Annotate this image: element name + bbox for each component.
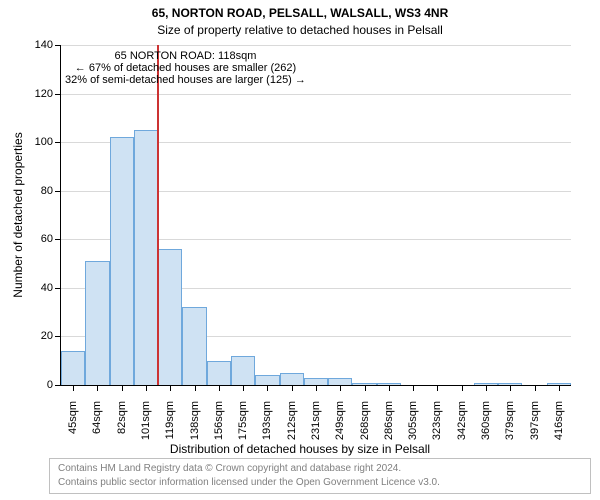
- chart-container: 65, NORTON ROAD, PELSALL, WALSALL, WS3 4…: [0, 0, 600, 500]
- x-tick-label: 45sqm: [67, 401, 79, 434]
- x-tick: [219, 385, 220, 391]
- annotation-line: 65 NORTON ROAD: 118sqm: [65, 50, 306, 62]
- footer-line1: Contains HM Land Registry data © Crown c…: [58, 463, 401, 474]
- reference-annotation: 65 NORTON ROAD: 118sqm← 67% of detached …: [65, 50, 306, 86]
- bar: [231, 356, 255, 385]
- x-tick: [170, 385, 171, 391]
- bar: [134, 130, 158, 385]
- plot-area: 02040608010012014045sqm64sqm82sqm101sqm1…: [60, 45, 571, 386]
- y-tick-label: 140: [35, 39, 61, 51]
- x-tick-label: 119sqm: [164, 401, 176, 439]
- y-tick-label: 40: [41, 282, 61, 294]
- y-tick-label: 0: [47, 379, 61, 391]
- title-line2: Size of property relative to detached ho…: [0, 23, 600, 37]
- bar: [158, 249, 182, 385]
- gridline: [61, 94, 571, 95]
- bar: [110, 137, 134, 385]
- bar: [280, 373, 304, 385]
- x-tick: [267, 385, 268, 391]
- annotation-line: 32% of semi-detached houses are larger (…: [65, 74, 306, 86]
- x-tick-label: 323sqm: [431, 401, 443, 440]
- x-tick: [146, 385, 147, 391]
- x-tick-label: 397sqm: [529, 401, 541, 440]
- x-tick: [122, 385, 123, 391]
- x-tick-label: 231sqm: [310, 401, 322, 440]
- bar: [85, 261, 109, 385]
- x-tick-label: 193sqm: [261, 401, 273, 440]
- bar: [304, 378, 328, 385]
- gridline: [61, 45, 571, 46]
- x-tick-label: 286sqm: [383, 401, 395, 440]
- x-tick: [389, 385, 390, 391]
- x-tick: [413, 385, 414, 391]
- x-tick: [559, 385, 560, 391]
- x-tick-label: 249sqm: [334, 401, 346, 440]
- x-tick-label: 379sqm: [504, 401, 516, 440]
- x-tick: [73, 385, 74, 391]
- x-tick-label: 175sqm: [237, 401, 249, 440]
- bar: [328, 378, 352, 385]
- x-tick-label: 156sqm: [213, 401, 225, 440]
- x-tick-label: 268sqm: [359, 401, 371, 440]
- y-tick-label: 60: [41, 233, 61, 245]
- x-tick-label: 82sqm: [116, 401, 128, 434]
- x-tick: [437, 385, 438, 391]
- annotation-line: ← 67% of detached houses are smaller (26…: [65, 62, 306, 74]
- x-tick: [316, 385, 317, 391]
- x-tick: [486, 385, 487, 391]
- x-tick: [97, 385, 98, 391]
- y-tick-label: 120: [35, 88, 61, 100]
- x-axis-label: Distribution of detached houses by size …: [0, 442, 600, 456]
- x-tick: [535, 385, 536, 391]
- y-tick-label: 20: [41, 330, 61, 342]
- x-tick-label: 138sqm: [189, 401, 201, 440]
- x-tick: [243, 385, 244, 391]
- x-tick-label: 101sqm: [140, 401, 152, 440]
- x-tick-label: 360sqm: [480, 401, 492, 440]
- footer-line2: Contains public sector information licen…: [58, 477, 440, 488]
- x-tick-label: 212sqm: [286, 401, 298, 440]
- x-tick: [462, 385, 463, 391]
- x-tick: [340, 385, 341, 391]
- x-tick-label: 416sqm: [553, 401, 565, 440]
- bar: [61, 351, 85, 385]
- bar: [255, 375, 279, 385]
- bar: [207, 361, 231, 385]
- title-line1: 65, NORTON ROAD, PELSALL, WALSALL, WS3 4…: [0, 6, 600, 20]
- y-tick-label: 100: [35, 136, 61, 148]
- x-tick: [195, 385, 196, 391]
- x-tick-label: 64sqm: [91, 401, 103, 434]
- bar: [182, 307, 206, 385]
- x-tick: [510, 385, 511, 391]
- x-tick-label: 342sqm: [456, 401, 468, 440]
- reference-line: [157, 45, 159, 385]
- y-tick-label: 80: [41, 185, 61, 197]
- y-axis-label: Number of detached properties: [11, 132, 25, 297]
- x-tick: [365, 385, 366, 391]
- x-tick: [292, 385, 293, 391]
- x-tick-label: 305sqm: [407, 401, 419, 440]
